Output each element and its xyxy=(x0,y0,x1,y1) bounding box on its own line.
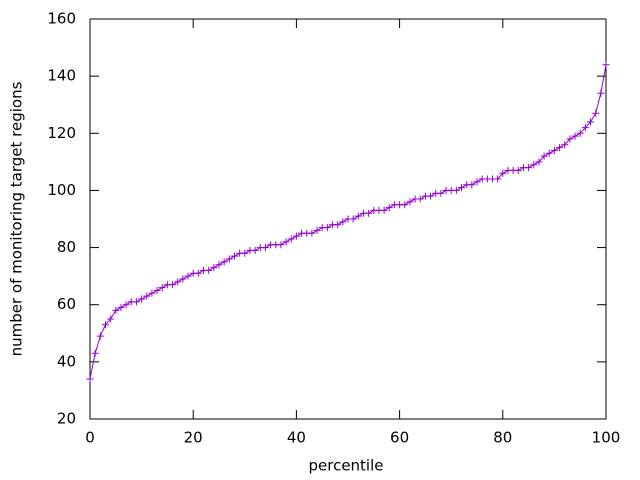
x-tick-label: 80 xyxy=(493,429,512,447)
data-point xyxy=(323,224,331,232)
data-point xyxy=(169,281,177,289)
data-point xyxy=(576,129,584,137)
x-axis-label: percentile xyxy=(308,457,383,475)
x-tick-label: 60 xyxy=(390,429,409,447)
y-tick-label: 120 xyxy=(47,124,76,142)
data-point xyxy=(406,198,414,206)
data-point xyxy=(313,226,321,234)
data-point xyxy=(112,306,120,314)
data-point xyxy=(215,261,223,269)
data-point xyxy=(220,258,228,266)
data-point xyxy=(514,166,522,174)
data-point xyxy=(153,286,161,294)
data-point xyxy=(597,89,605,97)
data-point xyxy=(179,275,187,283)
data-point xyxy=(468,181,476,189)
data-point xyxy=(458,184,466,192)
y-tick-label: 100 xyxy=(47,181,76,199)
data-point xyxy=(545,149,553,157)
data-point xyxy=(365,209,373,217)
data-point xyxy=(334,221,342,229)
data-point xyxy=(380,206,388,214)
data-point xyxy=(349,215,357,223)
data-point xyxy=(122,301,130,309)
data-point xyxy=(138,295,146,303)
data-point xyxy=(277,241,285,249)
y-tick-label: 160 xyxy=(47,10,76,28)
data-point xyxy=(261,244,269,252)
data-point xyxy=(581,124,589,132)
y-tick-label: 40 xyxy=(57,352,76,370)
data-point xyxy=(132,298,140,306)
data-point xyxy=(174,278,182,286)
data-point xyxy=(427,192,435,200)
data-point xyxy=(282,238,290,246)
x-tick-label: 100 xyxy=(592,429,621,447)
y-tick-label: 80 xyxy=(57,238,76,256)
data-point xyxy=(148,289,156,297)
data-point xyxy=(416,195,424,203)
data-point xyxy=(184,272,192,280)
data-point xyxy=(241,249,249,257)
data-point xyxy=(205,266,213,274)
data-point xyxy=(452,186,460,194)
data-point xyxy=(101,321,109,329)
data-point xyxy=(540,152,548,160)
x-tick-label: 0 xyxy=(85,429,95,447)
data-point xyxy=(339,218,347,226)
data-point xyxy=(292,232,300,240)
data-point xyxy=(210,264,218,272)
data-point xyxy=(230,252,238,260)
data-point xyxy=(308,229,316,237)
y-tick-label: 20 xyxy=(57,410,76,428)
data-point xyxy=(494,175,502,183)
data-point xyxy=(437,189,445,197)
data-point xyxy=(354,212,362,220)
x-tick-label: 20 xyxy=(184,429,203,447)
data-point xyxy=(499,169,507,177)
data-point xyxy=(587,118,595,126)
data-point xyxy=(225,255,233,263)
data-point xyxy=(571,132,579,140)
x-tick-label: 40 xyxy=(287,429,306,447)
data-point xyxy=(117,304,125,312)
data-point xyxy=(602,61,610,69)
data-point xyxy=(561,141,569,149)
data-point xyxy=(550,146,558,154)
data-point xyxy=(385,204,393,212)
y-axis-label: number of monitoring target regions xyxy=(8,81,26,356)
data-point xyxy=(91,349,99,357)
data-point xyxy=(530,161,538,169)
data-point xyxy=(86,375,94,383)
data-point xyxy=(143,292,151,300)
plot-frame xyxy=(89,18,607,420)
data-point xyxy=(525,164,533,172)
y-tick-label: 140 xyxy=(47,67,76,85)
data-point xyxy=(194,269,202,277)
data-point xyxy=(401,201,409,209)
data-point xyxy=(107,315,115,323)
data-point xyxy=(251,246,259,254)
data-point xyxy=(535,158,543,166)
data-point xyxy=(473,178,481,186)
data-point xyxy=(556,144,564,152)
data-point xyxy=(96,332,104,340)
data-point xyxy=(287,235,295,243)
y-tick-label: 60 xyxy=(57,295,76,313)
data-point xyxy=(592,109,600,117)
data-point xyxy=(566,135,574,143)
data-point xyxy=(158,284,166,292)
